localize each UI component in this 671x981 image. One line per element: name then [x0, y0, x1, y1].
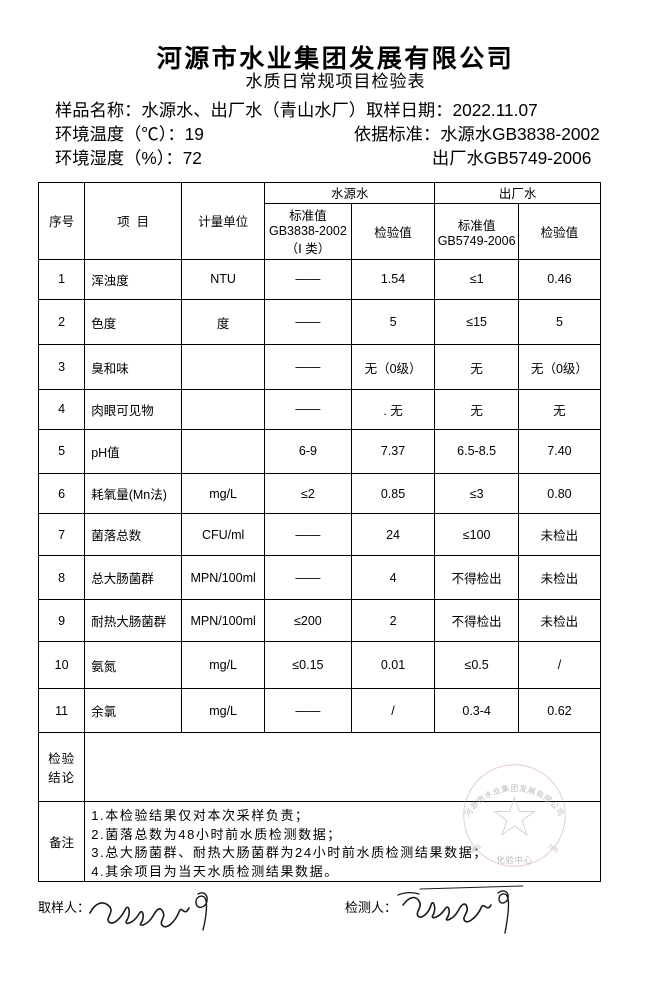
svg-text:化验中心: 化验中心 [496, 855, 533, 865]
svg-text:河源市水业集团发展有限公司: 河源市水业集团发展有限公司 [463, 783, 566, 818]
svg-text:源区: 源区 [469, 842, 483, 855]
